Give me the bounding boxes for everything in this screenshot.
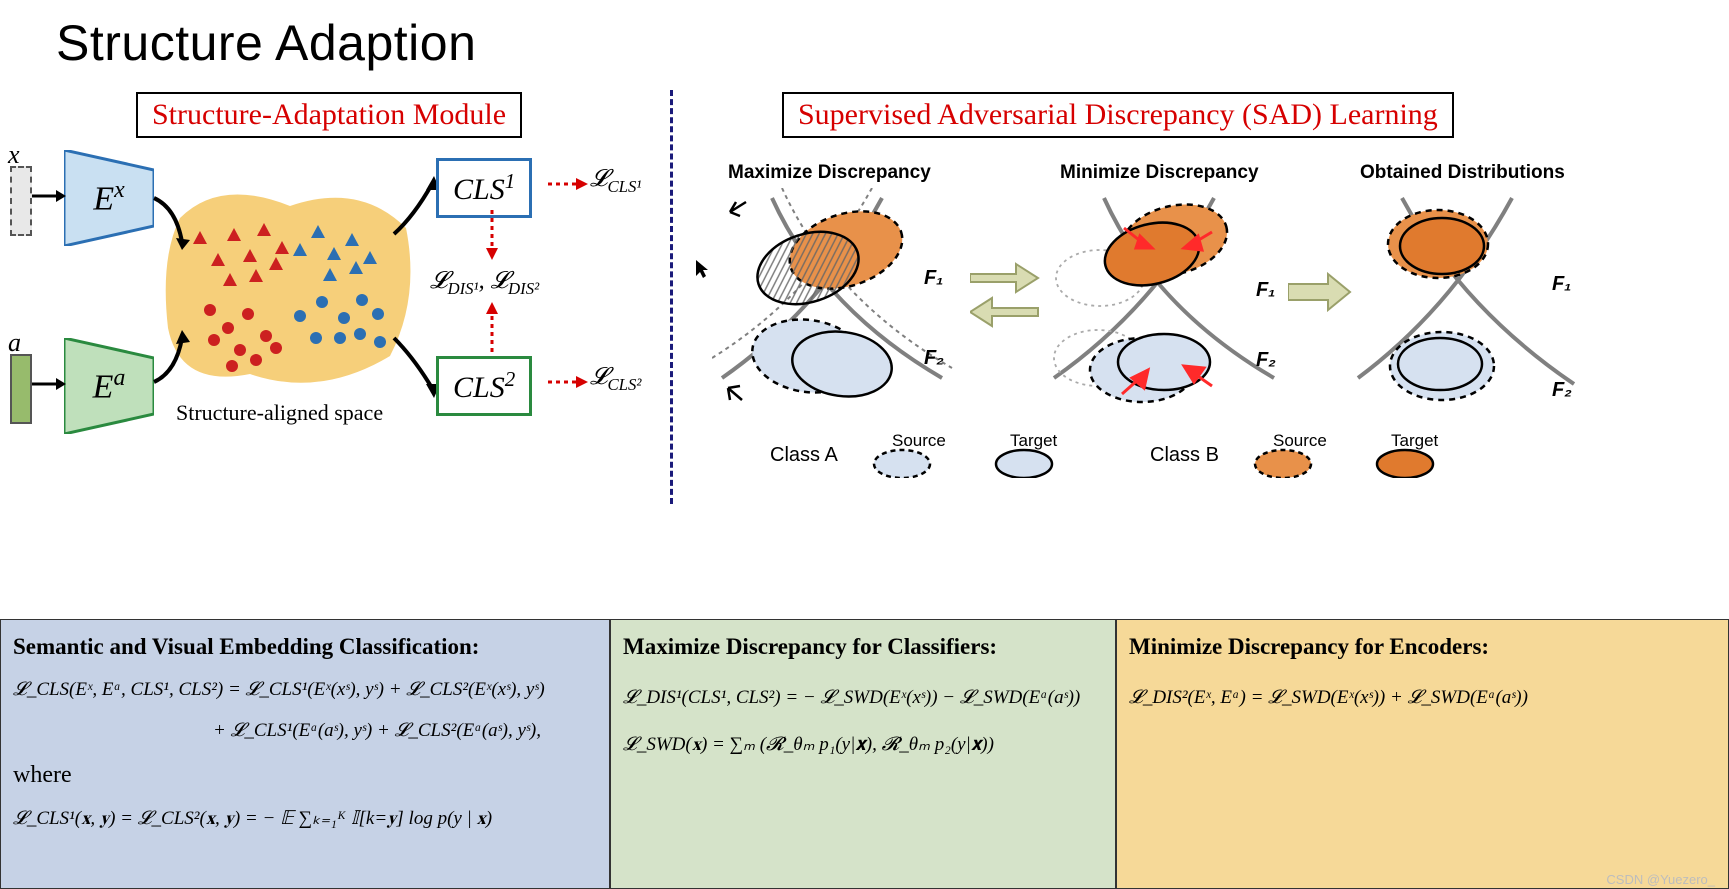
panel1-eq1: 𝓛_CLS(Eˣ, Eᵃ, CLS¹, CLS²) = 𝓛_CLS¹(Eˣ(xˢ… (13, 676, 597, 705)
svg-text:F₁: F₁ (924, 267, 943, 289)
sad-col1-diagram: F₁ F₂ (712, 188, 962, 418)
cursor-icon (694, 258, 710, 280)
svg-text:Target: Target (1391, 432, 1439, 450)
panel1-where: where (13, 757, 597, 793)
svg-text:F₁: F₁ (1256, 279, 1275, 301)
arrow-cls1-down-icon (484, 210, 500, 260)
cls2-label: CLS (453, 371, 505, 404)
watermark: CSDN @Yuezero_ (1606, 872, 1715, 887)
curve-blob-to-cls2-icon (392, 330, 442, 400)
legend-class-b-label: Class B (1150, 444, 1219, 467)
curve-ex-to-blob-icon (152, 194, 192, 254)
equation-panels: Semantic and Visual Embedding Classifica… (0, 619, 1729, 889)
cls1-sup: 1 (505, 169, 516, 193)
curve-blob-to-cls1-icon (392, 176, 442, 246)
legend-class-b: Class B Source Target (1150, 432, 1465, 478)
right-module-title: Supervised Adversarial Discrepancy (SAD)… (782, 92, 1454, 138)
panel2-eq2: 𝓛_SWD(𝐱) = ∑ₘ (𝓡_θₘ p₁(y|𝐱), 𝓡_θₘ p₂(y|𝐱… (623, 731, 1103, 760)
col2-title: Minimize Discrepancy (1060, 162, 1259, 184)
bidir-arrow-icon (970, 256, 1040, 332)
loss-cls2: 𝓛CLS² (590, 364, 641, 395)
svg-text:Source: Source (892, 432, 946, 450)
svg-text:F₁: F₁ (1552, 273, 1571, 295)
panel2-title: Maximize Discrepancy for Classifiers: (623, 634, 1103, 660)
arrow-cls1-loss-icon (548, 176, 588, 192)
col1-title: Maximize Discrepancy (728, 162, 931, 184)
svg-text:F₂: F₂ (1552, 379, 1572, 401)
panel2-eq1: 𝓛_DIS¹(CLS¹, CLS²) = − 𝓛_SWD(Eˣ(xˢ)) − 𝓛… (623, 684, 1103, 713)
arrow-cls2-up-icon (484, 302, 500, 352)
panel3-eq1: 𝓛_DIS²(Eˣ, Eᵃ) = 𝓛_SWD(Eˣ(xˢ)) + 𝓛_SWD(E… (1129, 684, 1716, 713)
loss-dis-label: 𝓛DIS¹, 𝓛DIS² (430, 268, 539, 299)
panel-maximize-discrepancy: Maximize Discrepancy for Classifiers: 𝓛_… (610, 620, 1116, 889)
slide-title: Structure Adaption (56, 14, 476, 72)
cls2-box: CLS2 (436, 356, 532, 416)
svg-text:Source: Source (1273, 432, 1327, 450)
arrow-cls2-loss-icon (548, 374, 588, 390)
single-arrow-icon (1288, 272, 1352, 312)
sad-col2-diagram: F₁ F₂ (1044, 188, 1284, 418)
top-diagram-area: Structure-Adaptation Module x Ex a Ea St… (0, 80, 1729, 510)
panel-minimize-discrepancy: Minimize Discrepancy for Encoders: 𝓛_DIS… (1116, 620, 1729, 889)
panel3-title: Minimize Discrepancy for Encoders: (1129, 634, 1716, 660)
svg-text:F₂: F₂ (1256, 349, 1276, 371)
cls1-box: CLS1 (436, 158, 532, 218)
cls1-label: CLS (453, 173, 505, 206)
col3-title: Obtained Distributions (1360, 162, 1565, 184)
svg-text:F₂: F₂ (924, 347, 944, 369)
svg-text:Target: Target (1010, 432, 1058, 450)
cls2-sup: 2 (505, 367, 516, 391)
vertical-divider (670, 90, 673, 504)
panel1-eq2: 𝓛_CLS¹(𝐱, 𝐲) = 𝓛_CLS²(𝐱, 𝐲) = − 𝔼 ∑ₖ₌₁ᴷ … (13, 805, 597, 834)
panel-semantic-visual: Semantic and Visual Embedding Classifica… (0, 620, 610, 889)
scatter-points (0, 80, 440, 420)
sad-col3-diagram: F₁ F₂ (1352, 188, 1582, 418)
panel1-title: Semantic and Visual Embedding Classifica… (13, 634, 597, 660)
curve-ea-to-blob-icon (152, 330, 192, 390)
legend-class-a: Class A Source Target (770, 432, 1084, 478)
legend-class-a-label: Class A (770, 444, 838, 467)
space-caption: Structure-aligned space (176, 400, 383, 426)
loss-cls1: 𝓛CLS¹ (590, 166, 641, 197)
panel1-eq1b: + 𝓛_CLS¹(Eᵃ(aˢ), yˢ) + 𝓛_CLS²(Eᵃ(aˢ), yˢ… (13, 717, 597, 746)
